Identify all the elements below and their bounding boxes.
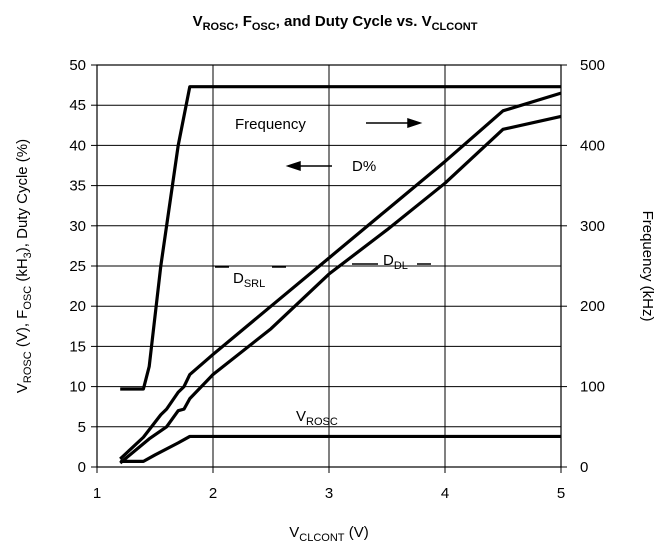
x-tick-label: 3	[325, 485, 333, 502]
y2-tick-label: 100	[580, 379, 605, 396]
y-tick-label: 5	[78, 419, 86, 436]
y-tick-label: 50	[69, 57, 86, 74]
text-part: (V)	[345, 524, 369, 541]
series-line	[120, 85, 561, 391]
plot-frame	[96, 64, 562, 468]
y-tick-label: 25	[69, 258, 86, 275]
y-tick-label: 0	[78, 459, 86, 476]
y2-tick-label: 500	[580, 57, 605, 74]
y2-tick-label: 400	[580, 137, 605, 154]
text-part: CLCONT	[432, 21, 478, 33]
text-part: , F	[234, 13, 252, 30]
text-part: OSC	[22, 286, 34, 310]
arrows	[215, 117, 431, 268]
series-line	[119, 91, 562, 461]
annotation: DDL	[383, 252, 408, 272]
series-line	[119, 114, 562, 465]
x-tick-label: 1	[93, 485, 101, 502]
y-axis-label: VROSC (V), FOSC (kH3), Duty Cycle (%)	[14, 139, 34, 393]
text-part: SRL	[244, 278, 265, 290]
chart-title: VROSC, FOSC, and Duty Cycle vs. VCLCONT	[193, 13, 478, 33]
text-part: ROSC	[22, 351, 34, 383]
y-tick-label: 10	[69, 379, 86, 396]
x-axis-label: VCLCONT (V)	[289, 524, 368, 544]
text-part: D	[233, 270, 244, 287]
annotation: VROSC	[296, 408, 338, 428]
y2-tick-label: 300	[580, 218, 605, 235]
series-line	[120, 434, 561, 463]
text-part: OSC	[252, 21, 276, 33]
text-part: D	[383, 252, 394, 269]
text-part: V	[193, 13, 203, 30]
x-tick-label: 5	[557, 485, 565, 502]
text-part: ROSC	[203, 21, 235, 33]
text-part: (V), F	[14, 310, 31, 352]
text-part: D%	[352, 158, 376, 175]
y-tick-label: 45	[69, 97, 86, 114]
text-part: Frequency	[235, 116, 306, 133]
y-tick-label: 20	[69, 298, 86, 315]
y-tick-label: 35	[69, 178, 86, 195]
arrow-head	[285, 160, 301, 172]
text-part: ), Duty Cycle (%)	[14, 139, 31, 252]
arrow-head	[407, 117, 423, 129]
text-part: (kH	[14, 258, 31, 286]
text-part: ROSC	[306, 416, 338, 428]
x-tick-label: 4	[441, 485, 449, 502]
x-tick-label: 2	[209, 485, 217, 502]
y2-axis-label: Frequency (kHz)	[639, 211, 656, 322]
text-part: 3	[22, 252, 34, 258]
annotation: D%	[352, 158, 376, 175]
y-tick-label: 15	[69, 338, 86, 355]
text-part: CLCONT	[299, 532, 345, 544]
text-part: V	[14, 383, 31, 393]
text-part: V	[289, 524, 299, 541]
annotation: DSRL	[233, 270, 265, 290]
y-tick-label: 30	[69, 218, 86, 235]
y2-tick-label: 0	[580, 459, 588, 476]
y-tick-label: 40	[69, 137, 86, 154]
annotation: Frequency	[235, 116, 306, 133]
text-part: , and Duty Cycle vs. V	[276, 13, 432, 30]
y2-tick-label: 200	[580, 298, 605, 315]
text-part: V	[296, 408, 306, 425]
